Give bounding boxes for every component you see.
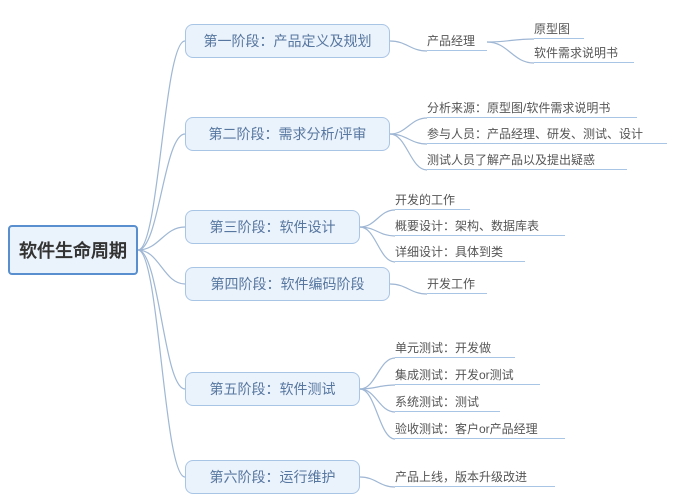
node-p1a1: 原型图 (534, 21, 584, 39)
node-p3a: 开发的工作 (395, 192, 470, 210)
edge-p3-p3a (360, 210, 395, 227)
node-p5: 第五阶段：软件测试 (185, 372, 360, 406)
node-label: 单元测试：开发做 (395, 339, 491, 356)
node-label: 第二阶段：需求分析/评审 (209, 124, 367, 144)
node-p1: 第一阶段：产品定义及规划 (185, 24, 390, 58)
node-label: 第一阶段：产品定义及规划 (204, 31, 372, 51)
node-p5b: 集成测试：开发or测试 (395, 367, 540, 385)
edge-p5-p5a (360, 358, 395, 389)
node-p4: 第四阶段：软件编码阶段 (185, 267, 390, 301)
node-label: 软件生命周期 (19, 237, 127, 263)
node-label: 概要设计：架构、数据库表 (395, 217, 539, 234)
edge-p2-p2c (390, 134, 427, 170)
edge-p5-p5b (360, 385, 395, 389)
edge-p6-p6a (360, 477, 395, 487)
edge-p1a-p1a2 (487, 42, 534, 63)
node-label: 分析来源：原型图/软件需求说明书 (427, 99, 610, 116)
node-label: 集成测试：开发or测试 (395, 366, 514, 383)
node-label: 原型图 (534, 20, 570, 37)
edge-p2-p2a (390, 118, 427, 134)
node-p1a: 产品经理 (427, 33, 487, 51)
node-label: 产品上线，版本升级改进 (395, 468, 527, 485)
edge-root-p1 (138, 41, 185, 250)
node-label: 软件需求说明书 (534, 44, 618, 61)
node-p6a: 产品上线，版本升级改进 (395, 469, 555, 487)
edge-p1a-p1a1 (487, 39, 534, 42)
node-p4a: 开发工作 (427, 276, 487, 294)
node-p5a: 单元测试：开发做 (395, 340, 515, 358)
edge-p2-p2b (390, 134, 427, 144)
node-label: 开发工作 (427, 275, 475, 292)
node-p5d: 验收测试：客户or产品经理 (395, 421, 565, 439)
edge-p1-p1a (390, 41, 427, 51)
node-p2: 第二阶段：需求分析/评审 (185, 117, 390, 151)
node-label: 系统测试：测试 (395, 393, 479, 410)
node-p6: 第六阶段：运行维护 (185, 460, 360, 494)
edge-root-p2 (138, 134, 185, 250)
node-label: 第三阶段：软件设计 (210, 217, 336, 237)
node-label: 验收测试：客户or产品经理 (395, 420, 538, 437)
node-p3: 第三阶段：软件设计 (185, 210, 360, 244)
edge-root-p5 (138, 250, 185, 389)
edge-p4-p4a (390, 284, 427, 294)
edge-p3-p3b (360, 227, 395, 236)
edge-root-p4 (138, 250, 185, 284)
node-label: 详细设计：具体到类 (395, 243, 503, 260)
node-p5c: 系统测试：测试 (395, 394, 500, 412)
node-p2b: 参与人员：产品经理、研发、测试、设计 (427, 126, 667, 144)
edge-p3-p3c (360, 227, 395, 262)
node-p1a2: 软件需求说明书 (534, 45, 634, 63)
node-p3b: 概要设计：架构、数据库表 (395, 218, 565, 236)
edge-root-p6 (138, 250, 185, 477)
node-label: 产品经理 (427, 32, 475, 49)
node-p3c: 详细设计：具体到类 (395, 244, 525, 262)
edge-root-p3 (138, 227, 185, 250)
node-p2c: 测试人员了解产品以及提出疑惑 (427, 152, 627, 170)
node-label: 第五阶段：软件测试 (210, 379, 336, 399)
edge-p5-p5c (360, 389, 395, 412)
node-label: 第四阶段：软件编码阶段 (211, 274, 365, 294)
node-label: 开发的工作 (395, 191, 455, 208)
node-root: 软件生命周期 (8, 225, 138, 275)
node-label: 第六阶段：运行维护 (210, 467, 336, 487)
node-p2a: 分析来源：原型图/软件需求说明书 (427, 100, 637, 118)
edge-p5-p5d (360, 389, 395, 439)
node-label: 测试人员了解产品以及提出疑惑 (427, 151, 595, 168)
mindmap-canvas: 软件生命周期第一阶段：产品定义及规划第二阶段：需求分析/评审第三阶段：软件设计第… (0, 0, 673, 500)
node-label: 参与人员：产品经理、研发、测试、设计 (427, 125, 643, 142)
